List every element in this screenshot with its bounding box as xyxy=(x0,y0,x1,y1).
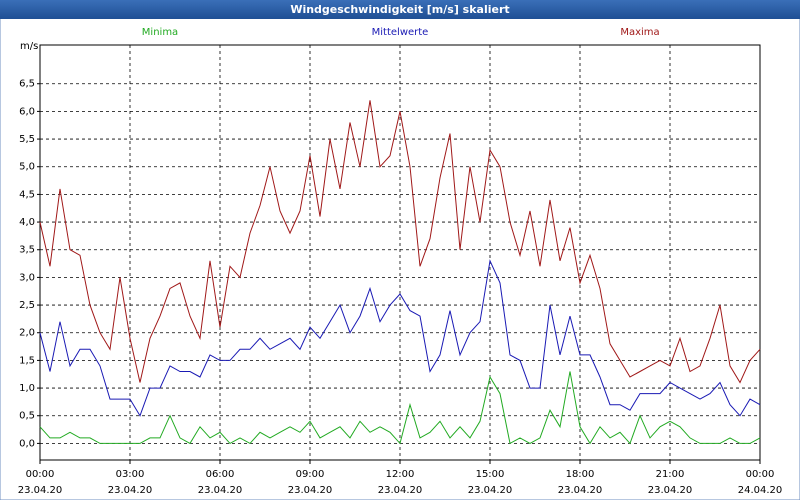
y-tick-label: 5,5 xyxy=(19,134,35,145)
x-tick-date: 23.04.20 xyxy=(108,485,153,496)
title-bar xyxy=(0,0,800,19)
y-tick-label: 0,0 xyxy=(19,438,35,449)
legend-entry: Mittelwerte xyxy=(372,27,429,38)
x-tick-date: 24.04.20 xyxy=(738,485,783,496)
legend-entry: Minima xyxy=(142,27,178,38)
x-tick-date: 23.04.20 xyxy=(648,485,693,496)
x-tick-label: 15:00 xyxy=(476,469,505,480)
data-line xyxy=(39,259,761,417)
y-tick-label: 1,0 xyxy=(19,383,35,394)
x-tick-date: 23.04.20 xyxy=(288,485,333,496)
data-line xyxy=(39,371,761,445)
x-tick-date: 23.04.20 xyxy=(198,485,243,496)
x-tick-label: 03:00 xyxy=(116,469,145,480)
y-tick-label: 5,0 xyxy=(19,162,35,173)
x-tick-label: 09:00 xyxy=(296,469,325,480)
y-tick-label: 2,5 xyxy=(19,300,35,311)
y-tick-label: 4,0 xyxy=(19,217,35,228)
data-line xyxy=(39,100,761,384)
y-axis-label: m/s xyxy=(20,41,38,52)
x-tick-label: 18:00 xyxy=(566,469,595,480)
x-tick-date: 23.04.20 xyxy=(558,485,603,496)
y-tick-label: 6,5 xyxy=(19,79,35,90)
x-tick-date: 23.04.20 xyxy=(378,485,423,496)
y-tick-label: 3,0 xyxy=(19,272,35,283)
y-tick-label: 6,0 xyxy=(19,106,35,117)
x-tick-date: 23.04.20 xyxy=(18,485,63,496)
x-tick-label: 12:00 xyxy=(386,469,415,480)
y-tick-label: 0,5 xyxy=(19,411,35,422)
x-tick-label: 21:00 xyxy=(656,469,685,480)
y-tick-label: 3,5 xyxy=(19,245,35,256)
chart-title: Windgeschwindigkeit [m/s] skaliert xyxy=(290,3,509,16)
y-tick-label: 2,0 xyxy=(19,328,35,339)
y-tick-label: 4,5 xyxy=(19,189,35,200)
y-tick-label: 1,5 xyxy=(19,355,35,366)
x-tick-date: 23.04.20 xyxy=(468,485,513,496)
x-tick-label: 00:00 xyxy=(746,469,775,480)
x-tick-label: 00:00 xyxy=(26,469,55,480)
x-tick-label: 06:00 xyxy=(206,469,235,480)
legend-entry: Maxima xyxy=(620,27,659,38)
